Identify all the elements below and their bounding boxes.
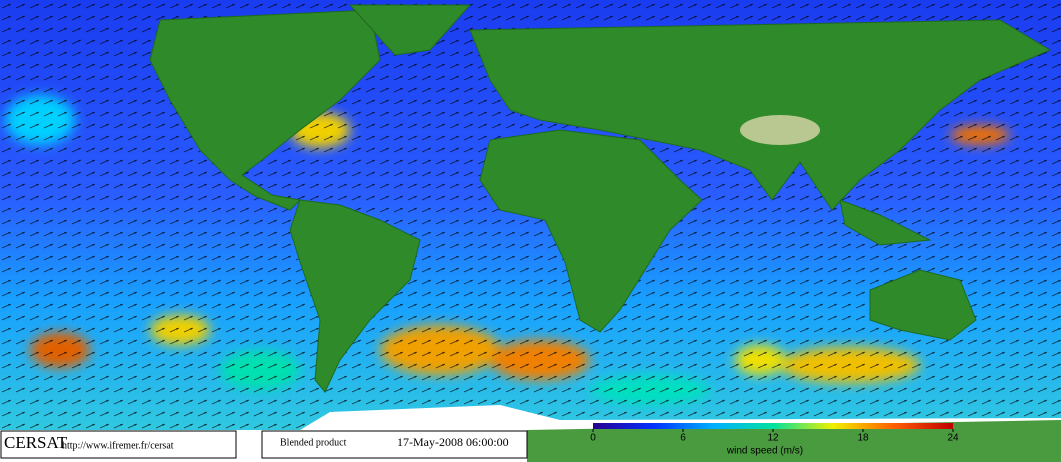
plateau bbox=[740, 115, 820, 145]
colorbar-tick-label: 12 bbox=[767, 433, 779, 444]
url: http://www.ifremer.fr/cersat bbox=[62, 440, 174, 451]
colorbar-tick-label: 24 bbox=[947, 433, 959, 444]
colorbar bbox=[593, 423, 953, 429]
colorbar-tick-label: 6 bbox=[680, 433, 686, 444]
product-box bbox=[261, 430, 528, 459]
logo: CERSAT bbox=[4, 433, 68, 452]
colorbar-tick-label: 0 bbox=[590, 433, 596, 444]
date: 17-May-2008 06:00:00 bbox=[397, 435, 509, 449]
logo-box bbox=[0, 430, 237, 459]
antarctica-land bbox=[527, 420, 1061, 462]
colorbar-tick-label: 18 bbox=[857, 433, 869, 444]
continents bbox=[149, 4, 1052, 393]
product: Blended product bbox=[280, 437, 347, 448]
colorbar-label: wind speed (m/s) bbox=[726, 446, 803, 457]
